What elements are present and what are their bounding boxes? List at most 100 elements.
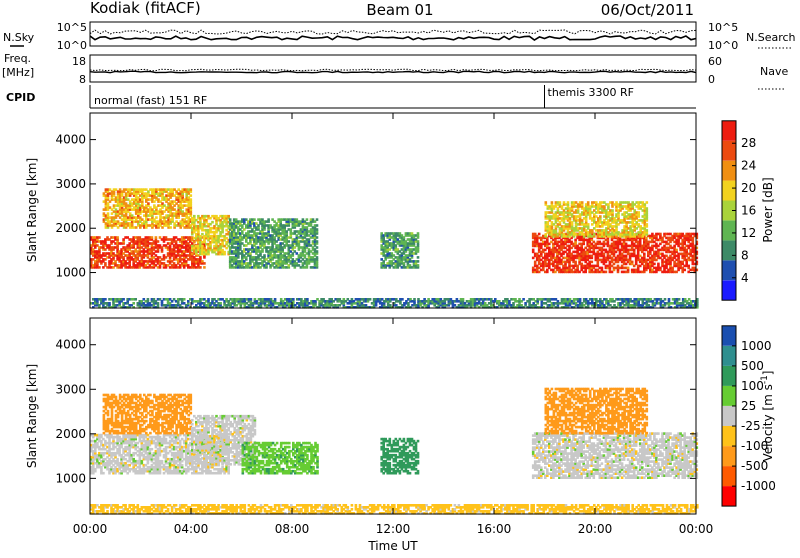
heatmap-cell bbox=[108, 302, 111, 305]
heatmap-cell bbox=[169, 226, 172, 229]
heatmap-cell bbox=[657, 263, 660, 266]
heatmap-cell bbox=[316, 256, 319, 259]
heatmap-cell bbox=[157, 240, 160, 243]
heatmap-cell bbox=[190, 188, 193, 191]
heatmap-cell bbox=[253, 218, 256, 221]
heatmap-cell bbox=[316, 250, 319, 253]
nsky-label: N.Sky bbox=[3, 31, 35, 44]
heatmap-cell bbox=[687, 265, 690, 268]
heatmap-cell bbox=[267, 218, 270, 221]
heatmap-cell bbox=[223, 251, 226, 254]
freq-tick-top: 18 bbox=[72, 55, 86, 68]
noise-tick-left-top: 10^5 bbox=[57, 21, 87, 34]
date-title: 06/Oct/2011 bbox=[601, 1, 694, 19]
heatmap-cell bbox=[132, 302, 135, 305]
heatmap-cell bbox=[532, 249, 535, 252]
heatmap-cell bbox=[591, 261, 594, 264]
heatmap-cell bbox=[545, 201, 548, 204]
heatmap-cell bbox=[203, 262, 206, 265]
heatmap-cell bbox=[611, 209, 614, 212]
heatmap-cell bbox=[190, 198, 193, 201]
heatmap-cell bbox=[199, 266, 202, 269]
heatmap-cell bbox=[274, 298, 277, 301]
nsearch-trace bbox=[90, 30, 696, 34]
heatmap-cell bbox=[631, 261, 634, 264]
heatmap-cell bbox=[646, 201, 649, 204]
heatmap-cell bbox=[263, 254, 266, 257]
cpid-label: CPID bbox=[6, 91, 35, 104]
noise-strip-frame bbox=[90, 22, 696, 46]
cpid-mode-1: normal (fast) 151 RF bbox=[94, 94, 207, 107]
heatmap-cell bbox=[567, 201, 570, 204]
heatmap-cell bbox=[413, 298, 416, 301]
heatmap-cell bbox=[675, 249, 678, 252]
heatmap-cell bbox=[207, 298, 210, 301]
heatmap-cell bbox=[157, 302, 160, 305]
nsky-trace bbox=[90, 36, 696, 40]
heatmap-cell bbox=[587, 201, 590, 204]
heatmap-cell bbox=[229, 218, 232, 221]
heatmap-cell bbox=[316, 228, 319, 231]
noise-tick-left-bottom: 10^0 bbox=[57, 39, 87, 52]
heatmap-cell bbox=[306, 298, 309, 301]
heatmap-cell bbox=[605, 271, 608, 274]
heatmap-cell bbox=[653, 263, 656, 266]
heatmap-cell bbox=[227, 215, 230, 218]
heatmap-cell bbox=[417, 240, 420, 243]
heatmap-cell bbox=[538, 233, 541, 236]
heatmap-cell bbox=[288, 240, 291, 243]
heatmap-cell bbox=[559, 201, 562, 204]
heatmap-cell bbox=[98, 266, 101, 269]
heatmap-cell bbox=[193, 215, 196, 218]
heatmap-cell bbox=[401, 298, 404, 301]
freq-strip-frame bbox=[90, 55, 696, 82]
heatmap-cell bbox=[581, 201, 584, 204]
heatmap-cell bbox=[369, 298, 372, 301]
heatmap-cell bbox=[134, 298, 137, 301]
heatmap-cell bbox=[155, 216, 158, 219]
heatmap-cell bbox=[646, 223, 649, 226]
heatmap-cell bbox=[627, 267, 630, 270]
heatmap-cell bbox=[250, 298, 253, 301]
heatmap-cell bbox=[683, 269, 686, 272]
heatmap-cell bbox=[155, 236, 158, 239]
heatmap-cell bbox=[147, 298, 150, 301]
heatmap-cell bbox=[659, 233, 662, 236]
heatmap-cell bbox=[306, 218, 309, 221]
freq-trace bbox=[90, 71, 696, 72]
heatmap-cell bbox=[104, 262, 107, 265]
heatmap-cell bbox=[316, 236, 319, 239]
heatmap-cell bbox=[316, 224, 319, 227]
heatmap-cell bbox=[199, 256, 202, 259]
heatmap-cell bbox=[637, 211, 640, 214]
heatmap-cell bbox=[593, 233, 596, 236]
heatmap-cell bbox=[587, 223, 590, 226]
beam-title: Beam 01 bbox=[366, 1, 433, 19]
nave-label: Nave bbox=[760, 65, 788, 78]
heatmap-cell bbox=[203, 266, 206, 269]
freq-tick-bottom: 8 bbox=[79, 73, 86, 86]
heatmap-cell bbox=[551, 201, 554, 204]
noise-tick-right-bottom: 10^0 bbox=[708, 39, 738, 52]
heatmap-cell bbox=[98, 236, 101, 239]
heatmap-cell bbox=[190, 194, 193, 197]
heatmap-cell bbox=[292, 298, 295, 301]
heatmap-cell bbox=[646, 207, 649, 210]
heatmap-cell bbox=[116, 236, 119, 239]
power-heatmap-cells bbox=[90, 188, 699, 308]
heatmap-cell bbox=[183, 298, 186, 301]
heatmap-cell bbox=[219, 302, 222, 305]
heatmap-cell bbox=[462, 298, 465, 301]
heatmap-cell bbox=[417, 256, 420, 259]
nave-tick-top: 60 bbox=[708, 55, 722, 68]
freq-unit: [MHz] bbox=[2, 66, 34, 79]
heatmap-cell bbox=[104, 298, 107, 301]
heatmap-cell bbox=[417, 260, 420, 263]
heatmap-cell bbox=[147, 202, 150, 205]
noise-tick-right-top: 10^5 bbox=[708, 21, 738, 34]
heatmap-cell bbox=[316, 246, 319, 249]
station-title: Kodiak (fitACF) bbox=[90, 0, 201, 17]
heatmap-cell bbox=[316, 218, 319, 221]
heatmap-cell bbox=[601, 267, 604, 270]
